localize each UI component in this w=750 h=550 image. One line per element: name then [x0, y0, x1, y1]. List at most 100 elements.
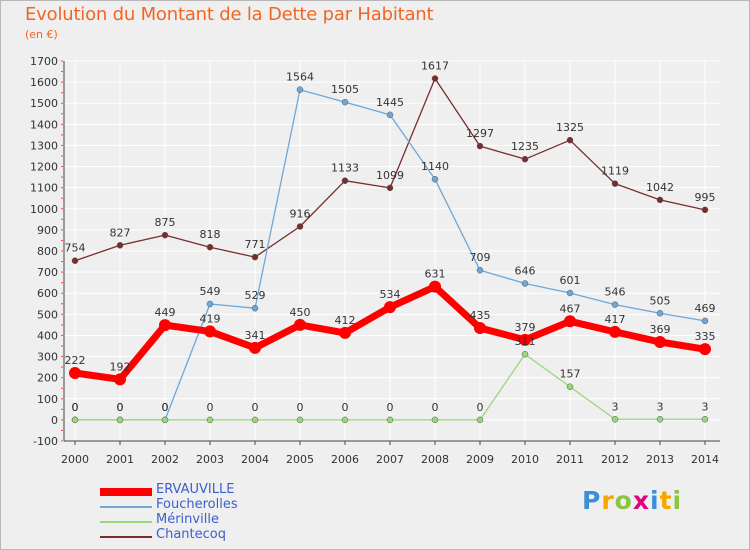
data-label-foucherolles: 0	[162, 401, 169, 414]
data-label-ervauville: 379	[515, 321, 536, 334]
y-tick-label: 800	[37, 245, 58, 258]
data-point-m-rinville	[701, 416, 709, 423]
data-label-m-rinville: 0	[117, 401, 124, 414]
x-tick-label: 2010	[511, 453, 539, 466]
data-point-m-rinville	[71, 416, 79, 424]
data-point-chantecoq	[656, 196, 664, 204]
data-label-foucherolles: 546	[605, 286, 626, 299]
data-point-ervauville	[474, 322, 486, 335]
data-label-ervauville: 467	[560, 302, 581, 315]
data-label-chantecoq: 1119	[601, 165, 629, 178]
y-tick-label: 1300	[30, 139, 58, 152]
x-tick-label: 2007	[376, 453, 404, 466]
x-tick-label: 2006	[331, 453, 359, 466]
data-label-chantecoq: 1297	[466, 127, 494, 140]
data-label-m-rinville: 157	[560, 368, 581, 381]
data-point-foucherolles	[521, 280, 529, 287]
data-point-ervauville	[339, 326, 351, 339]
data-labels: 754 827 875 818 771 916 1133 1099 1617 1297 1235 13…	[65, 60, 716, 414]
data-label-ervauville: 449	[155, 306, 176, 319]
data-label-foucherolles: 505	[650, 294, 671, 307]
data-point-ervauville	[249, 341, 261, 354]
data-label-ervauville: 192	[110, 360, 131, 373]
data-label-m-rinville: 3	[657, 400, 664, 413]
legend-label: Chantecoq	[156, 527, 226, 542]
data-point-ervauville	[609, 325, 621, 338]
data-label-m-rinville: 0	[432, 401, 439, 414]
data-label-m-rinville: 0	[342, 401, 349, 414]
data-point-chantecoq	[206, 243, 214, 251]
data-point-foucherolles	[476, 266, 484, 274]
data-point-chantecoq	[521, 155, 529, 163]
data-point-m-rinville	[296, 416, 304, 424]
data-point-ervauville	[564, 315, 576, 328]
data-point-chantecoq	[161, 231, 169, 239]
data-point-ervauville	[114, 373, 126, 386]
y-tick-label: 400	[37, 329, 58, 342]
data-point-m-rinville	[161, 416, 169, 424]
legend-swatch	[100, 521, 152, 523]
x-tick-label: 2014	[691, 453, 719, 466]
data-point-chantecoq	[71, 257, 79, 264]
data-point-chantecoq	[701, 206, 709, 214]
data-point-chantecoq	[341, 177, 349, 184]
legend-swatch	[100, 506, 152, 508]
data-point-foucherolles	[206, 300, 214, 308]
legend-label: Mérinville	[156, 512, 219, 527]
data-point-foucherolles	[431, 175, 439, 183]
data-point-foucherolles	[341, 98, 349, 106]
grid	[64, 60, 720, 442]
data-point-m-rinville	[251, 416, 259, 424]
data-label-m-rinville: 3	[612, 400, 619, 413]
data-label-chantecoq: 916	[290, 208, 311, 221]
data-label-ervauville: 341	[245, 329, 266, 342]
x-tick-label: 2008	[421, 453, 449, 466]
y-tick-label: 1500	[30, 97, 58, 110]
data-point-m-rinville	[521, 350, 529, 358]
data-label-ervauville: 417	[605, 313, 626, 326]
data-label-chantecoq: 754	[65, 242, 86, 255]
data-label-chantecoq: 1235	[511, 140, 539, 153]
data-label-chantecoq: 771	[245, 238, 266, 251]
data-label-m-rinville: 0	[207, 401, 214, 414]
data-label-foucherolles: 1505	[331, 83, 359, 96]
data-label-ervauville: 335	[695, 330, 716, 343]
proxiti-logo: Proxiti	[582, 486, 682, 515]
y-tick-label: -100	[33, 435, 58, 448]
data-point-chantecoq	[251, 253, 259, 261]
y-tick-label: 1100	[30, 182, 58, 195]
data-point-ervauville	[69, 367, 81, 380]
x-tick-label: 2000	[61, 453, 89, 466]
data-label-m-rinville: 311	[515, 335, 536, 348]
x-tick-label: 2009	[466, 453, 494, 466]
logo-letter: i	[650, 486, 660, 515]
data-point-ervauville	[699, 343, 711, 356]
data-point-m-rinville	[116, 416, 124, 424]
data-label-chantecoq: 827	[110, 226, 131, 239]
data-point-ervauville	[654, 335, 666, 348]
data-point-chantecoq	[611, 180, 619, 187]
data-point-chantecoq	[386, 184, 394, 192]
data-point-ervauville	[204, 325, 216, 338]
data-label-m-rinville: 0	[297, 401, 304, 414]
data-label-ervauville: 369	[650, 323, 671, 336]
data-label-chantecoq: 1042	[646, 181, 674, 194]
data-point-m-rinville	[656, 416, 664, 423]
data-point-ervauville	[429, 280, 441, 293]
data-label-m-rinville: 0	[72, 401, 79, 414]
data-point-chantecoq	[296, 223, 304, 230]
data-point-m-rinville	[476, 416, 484, 424]
series-layer	[69, 75, 711, 424]
x-tick-label: 2005	[286, 453, 314, 466]
data-point-chantecoq	[431, 75, 439, 82]
data-label-ervauville: 450	[290, 306, 311, 319]
data-point-m-rinville	[611, 416, 619, 423]
data-label-ervauville: 435	[470, 309, 491, 322]
data-point-ervauville	[519, 333, 531, 346]
data-label-foucherolles: 601	[560, 274, 581, 287]
logo-letter: r	[601, 486, 615, 515]
data-label-chantecoq: 1133	[331, 162, 359, 175]
data-point-chantecoq	[476, 142, 484, 150]
chart-subtitle: (en €)	[25, 28, 58, 41]
